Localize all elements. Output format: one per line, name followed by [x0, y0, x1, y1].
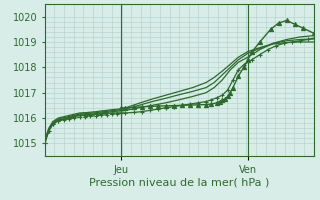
X-axis label: Pression niveau de la mer( hPa ): Pression niveau de la mer( hPa ) [89, 178, 269, 188]
